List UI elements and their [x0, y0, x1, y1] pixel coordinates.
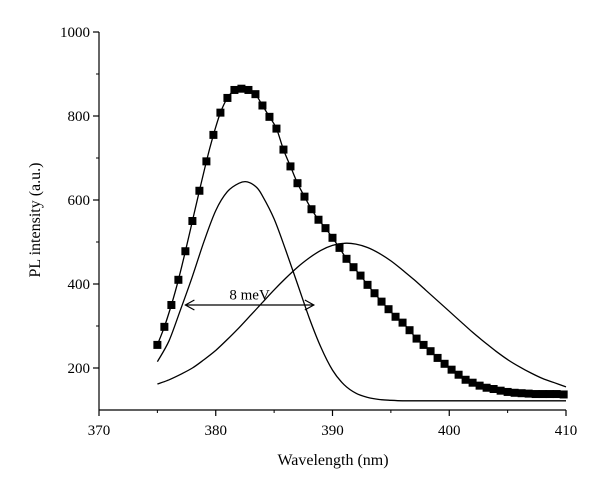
- data-point-square: [174, 275, 183, 284]
- data-point-square: [552, 390, 561, 399]
- data-point-square: [300, 192, 309, 201]
- data-point-square: [454, 370, 463, 379]
- ticks-layer: 200 400 600 800 1000 370 380 390 400 410: [60, 25, 577, 439]
- data-point-square: [440, 359, 449, 368]
- annotation-arrowhead-left: [184, 299, 195, 311]
- data-point-square: [230, 85, 239, 94]
- data-point-square: [216, 108, 225, 117]
- data-point-square: [384, 305, 393, 314]
- data-point-square: [447, 365, 456, 374]
- data-point-square: [503, 387, 512, 396]
- data-point-square: [195, 186, 204, 195]
- data-point-square: [461, 375, 470, 384]
- data-point-square: [181, 247, 190, 256]
- data-point-square: [223, 93, 232, 102]
- data-point-square: [419, 340, 428, 349]
- data-point-square: [321, 224, 330, 233]
- data-point-square: [524, 389, 533, 398]
- data-point-square: [370, 289, 379, 298]
- data-point-square: [363, 280, 372, 289]
- axes-layer: [98, 32, 566, 411]
- data-point-square: [167, 301, 176, 309]
- data-point-square: [356, 271, 365, 280]
- data-point-square: [279, 145, 288, 154]
- data-point-square: [209, 130, 218, 139]
- x-tick-label: 410: [555, 423, 578, 439]
- data-point-square: [272, 124, 281, 133]
- data-point-square: [510, 388, 519, 397]
- data-point-square: [202, 157, 211, 166]
- x-tick-label: 380: [205, 423, 228, 439]
- data-point-square: [286, 162, 295, 171]
- y-axis-title: PL intensity (a.u.): [27, 163, 44, 278]
- data-point-square: [244, 85, 253, 94]
- data-point-square: [475, 381, 484, 390]
- data-point-square: [237, 84, 246, 93]
- data-point-square: [265, 112, 274, 121]
- y-tick-label: 600: [68, 193, 91, 209]
- data-point-square: [398, 318, 407, 327]
- y-tick-label: 800: [68, 109, 91, 125]
- x-axis-title: Wavelength (nm): [277, 452, 388, 469]
- data-point-square: [160, 322, 169, 331]
- data-point-square: [377, 297, 386, 306]
- data-point-square: [412, 334, 421, 343]
- data-point-square: [342, 254, 351, 263]
- data-point-square: [496, 386, 505, 395]
- data-point-square: [559, 390, 568, 399]
- fit-peak-2-line: [157, 242, 567, 388]
- annotation-arrowhead-right: [304, 299, 316, 311]
- data-point-square: [482, 383, 491, 392]
- y-tick-label: 1000: [60, 25, 90, 41]
- data-point-square: [251, 90, 260, 99]
- data-point-square: [335, 243, 344, 252]
- plot-layer: 8 meV: [153, 84, 568, 402]
- data-point-square: [538, 390, 547, 399]
- y-tick-label: 200: [68, 361, 91, 377]
- data-point-square: [426, 347, 435, 356]
- data-point-square: [314, 215, 323, 224]
- y-tick-label: 400: [68, 277, 91, 293]
- x-tick-label: 400: [438, 423, 461, 439]
- data-point-square: [258, 101, 267, 110]
- fit-peak-1-line: [156, 180, 566, 402]
- data-point-square: [433, 353, 442, 362]
- data-point-square: [405, 326, 414, 335]
- data-point-square: [153, 340, 162, 349]
- data-point-square: [307, 205, 316, 214]
- data-point-square: [328, 233, 337, 242]
- x-tick-label: 390: [321, 423, 344, 439]
- data-point-square: [489, 385, 498, 393]
- data-point-square: [391, 312, 400, 321]
- data-point-square: [545, 390, 554, 399]
- x-tick-label: 370: [88, 423, 111, 439]
- data-point-square: [517, 389, 526, 398]
- annotation-label: 8 meV: [229, 288, 270, 304]
- data-point-square: [293, 179, 302, 188]
- data-point-square: [188, 217, 197, 225]
- data-point-square: [349, 263, 358, 272]
- data-point-square: [531, 390, 540, 399]
- data-point-square: [468, 378, 477, 387]
